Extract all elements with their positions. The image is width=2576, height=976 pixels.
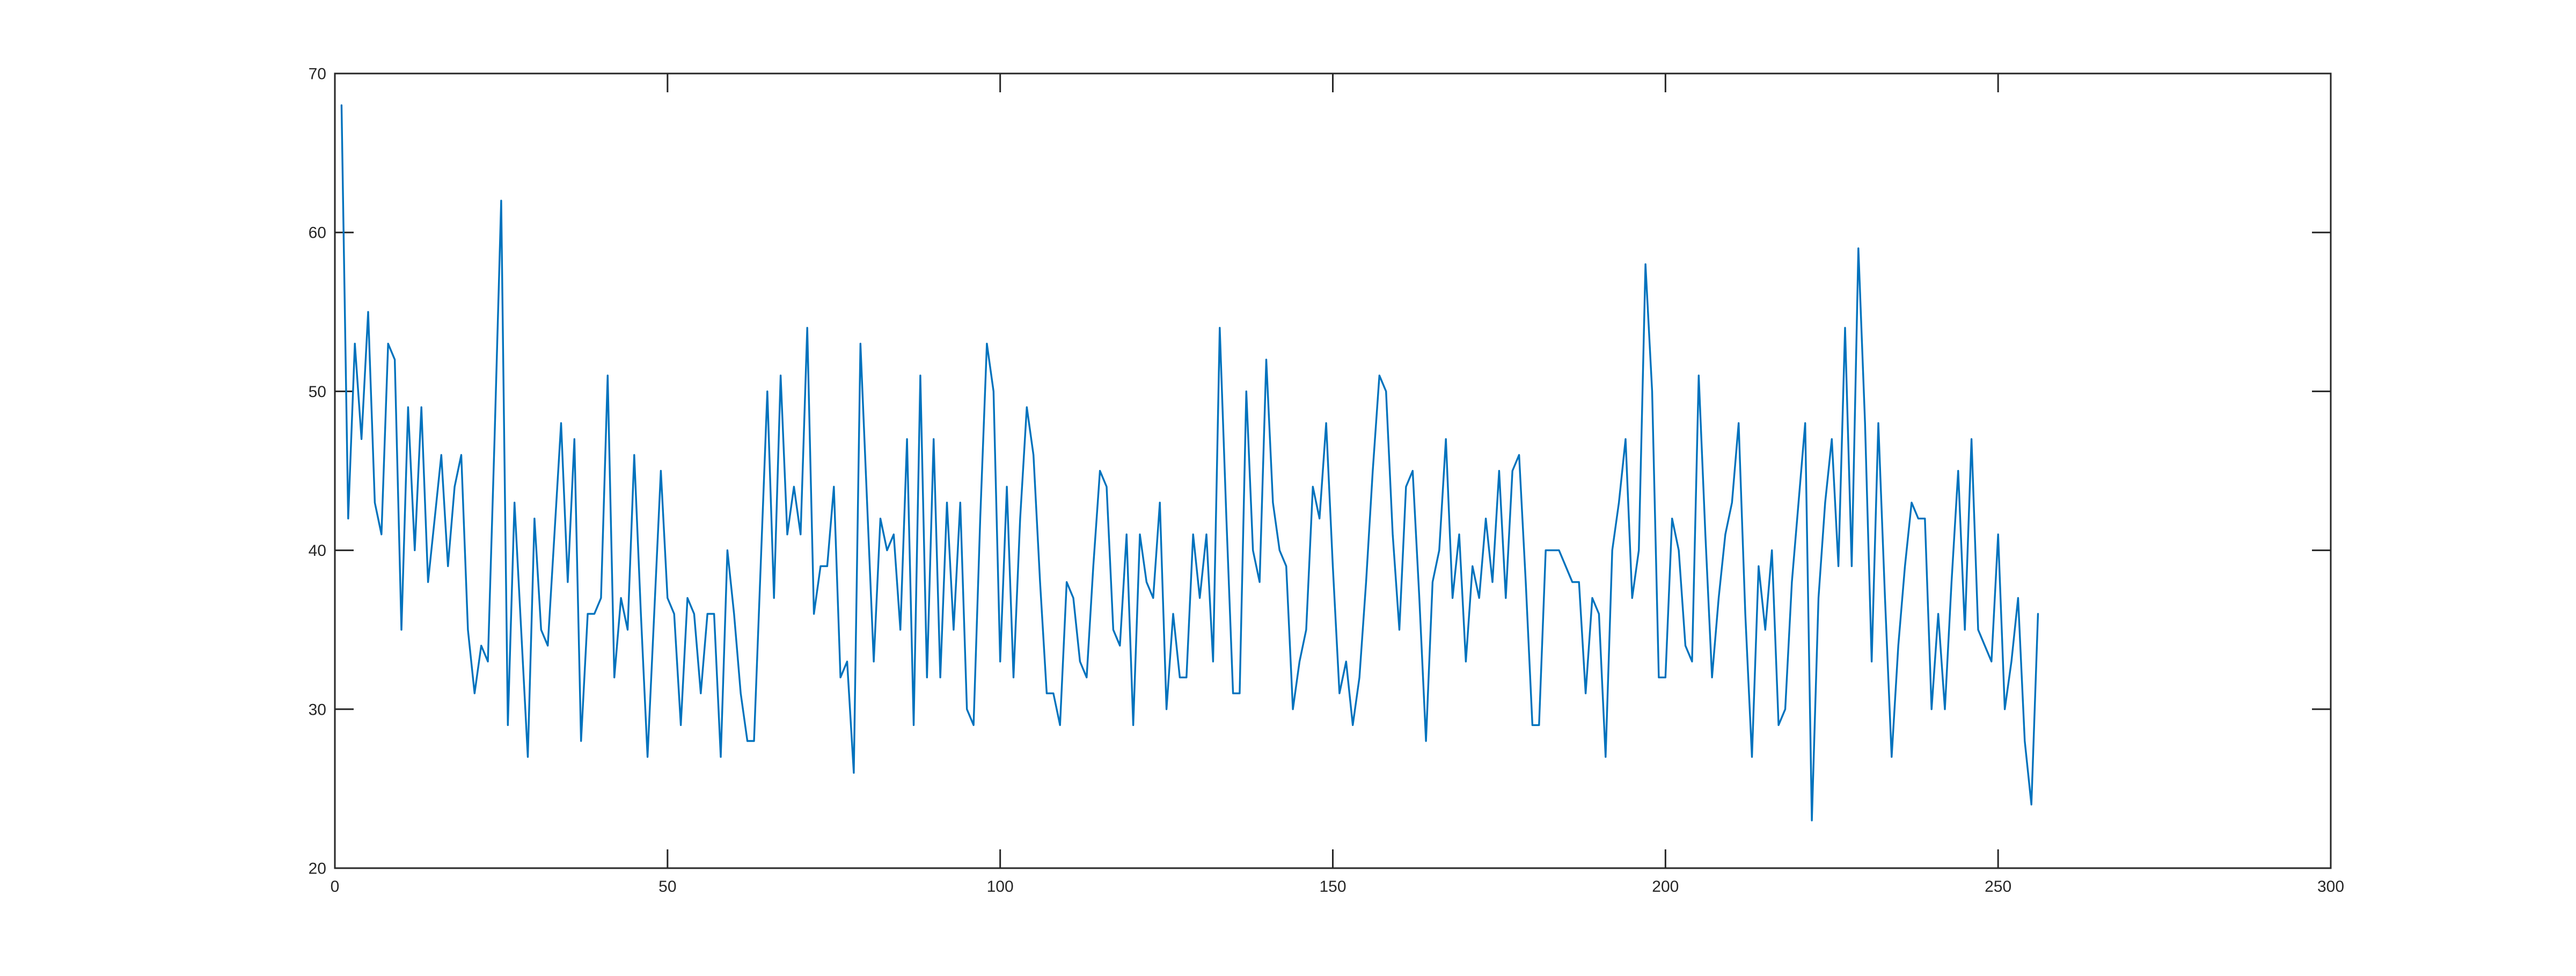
x-tick-label: 100 xyxy=(987,878,1014,896)
x-tick-label: 300 xyxy=(2317,878,2344,896)
x-tick-label: 50 xyxy=(658,878,676,896)
x-tick-label: 200 xyxy=(1652,878,1679,896)
y-tick-label: 40 xyxy=(309,542,326,560)
y-tick-label: 30 xyxy=(309,701,326,718)
y-tick-label: 20 xyxy=(309,860,326,878)
y-tick-label: 70 xyxy=(309,65,326,83)
x-tick-label: 0 xyxy=(331,878,340,896)
y-tick-label: 50 xyxy=(309,383,326,401)
y-tick-label: 60 xyxy=(309,224,326,242)
x-tick-label: 250 xyxy=(1985,878,2011,896)
x-tick-label: 150 xyxy=(1319,878,1346,896)
data-series-line xyxy=(340,104,2039,821)
